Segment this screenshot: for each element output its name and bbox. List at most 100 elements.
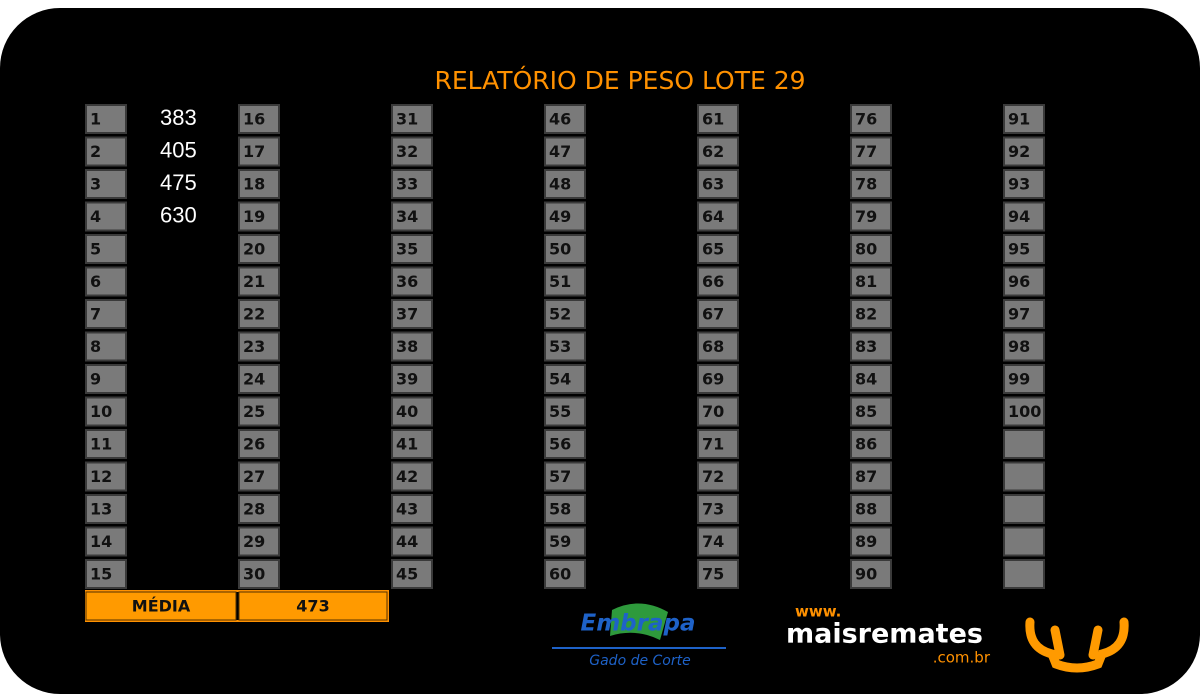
lot-number: 60	[549, 565, 571, 584]
lot-number: 75	[702, 565, 724, 584]
lot-weight: 383	[160, 105, 197, 130]
lot-cell	[85, 136, 127, 167]
lot-number: 48	[549, 175, 571, 194]
lot-number: 83	[855, 337, 877, 356]
lot-cell	[85, 299, 127, 329]
lot-number: 14	[90, 532, 112, 551]
lot-cell	[544, 494, 586, 524]
lot-number: 77	[855, 142, 877, 161]
lot-cell	[544, 559, 586, 589]
lot-number: 23	[243, 337, 265, 356]
lot-number: 81	[855, 272, 877, 291]
lot-cell	[391, 396, 433, 427]
lot-cell	[391, 104, 433, 134]
lot-cell	[1003, 234, 1045, 264]
lot-number: 82	[855, 305, 877, 324]
lot-number: 43	[396, 500, 418, 519]
lot-number: 3	[90, 175, 101, 194]
lot-cell	[850, 429, 892, 459]
lot-cell	[238, 136, 280, 167]
lot-cell	[544, 331, 586, 362]
lot-weight: 475	[160, 170, 197, 195]
lot-number: 53	[549, 337, 571, 356]
average-label-cell	[85, 591, 237, 621]
lot-cell	[238, 266, 280, 297]
lot-number: 100	[1008, 402, 1041, 421]
lot-number: 62	[702, 142, 724, 161]
lot-cell	[544, 299, 586, 329]
lot-cell	[850, 234, 892, 264]
lot-number: 54	[549, 370, 571, 389]
lot-number: 9	[90, 370, 101, 389]
lot-number: 26	[243, 435, 265, 454]
lot-cell	[85, 104, 127, 134]
lot-number: 21	[243, 272, 265, 291]
lot-number: 12	[90, 467, 112, 486]
lot-cell	[391, 429, 433, 459]
lot-number: 42	[396, 467, 418, 486]
lot-cell	[391, 494, 433, 524]
lot-number: 18	[243, 175, 265, 194]
lot-cell	[1003, 136, 1045, 167]
lot-number: 88	[855, 500, 877, 519]
lot-cell	[1003, 266, 1045, 297]
lot-cell	[697, 559, 739, 589]
lot-number: 15	[90, 565, 112, 584]
lot-cell	[544, 234, 586, 264]
lot-cell	[697, 526, 739, 557]
lot-cell	[544, 364, 586, 394]
lot-number: 17	[243, 142, 265, 161]
lot-number: 89	[855, 532, 877, 551]
lot-cell	[1003, 461, 1045, 492]
lot-number: 36	[396, 272, 418, 291]
site-suffix: .com.br	[933, 649, 991, 667]
site-name: maisremates	[786, 619, 983, 650]
lot-cell	[850, 136, 892, 167]
lot-cell	[1003, 299, 1045, 329]
lot-cell	[697, 266, 739, 297]
lot-number: 71	[702, 435, 724, 454]
lot-cell	[1003, 526, 1045, 557]
lot-number: 86	[855, 435, 877, 454]
lot-cell	[85, 169, 127, 199]
lot-cell	[391, 234, 433, 264]
lot-number: 66	[702, 272, 724, 291]
lot-number: 28	[243, 500, 265, 519]
lot-cell	[697, 169, 739, 199]
lot-cell	[1003, 331, 1045, 362]
lot-number: 34	[396, 207, 418, 226]
embrapa-text: Embrapa	[581, 611, 696, 637]
lot-number: 49	[549, 207, 571, 226]
lot-cell	[850, 299, 892, 329]
average-value-cell	[238, 591, 388, 621]
lot-cell	[238, 396, 280, 427]
lot-number: 51	[549, 272, 571, 291]
lot-cell	[544, 461, 586, 492]
lot-cell	[544, 104, 586, 134]
lot-cell	[85, 494, 127, 524]
lot-number: 58	[549, 500, 571, 519]
lot-number: 78	[855, 175, 877, 194]
lot-number: 32	[396, 142, 418, 161]
lot-number: 99	[1008, 370, 1030, 389]
lot-cell	[850, 266, 892, 297]
lot-number: 95	[1008, 240, 1030, 259]
lot-number: 2	[90, 142, 101, 161]
lot-number: 7	[90, 305, 101, 324]
lot-number: 37	[396, 305, 418, 324]
lot-number: 97	[1008, 305, 1030, 324]
lot-number: 6	[90, 272, 101, 291]
lot-cell	[391, 526, 433, 557]
embrapa-sub: Gado de Corte	[589, 653, 690, 669]
lot-cell	[544, 201, 586, 232]
lot-number: 45	[396, 565, 418, 584]
lot-cell	[850, 364, 892, 394]
lot-number: 5	[90, 240, 101, 259]
lot-cell	[544, 526, 586, 557]
lot-cell	[697, 234, 739, 264]
embrapa-logo: Embrapa Gado de Corte	[552, 603, 726, 669]
lot-number: 46	[549, 110, 571, 129]
lot-cell	[1003, 494, 1045, 524]
lot-number: 22	[243, 305, 265, 324]
lot-number: 38	[396, 337, 418, 356]
